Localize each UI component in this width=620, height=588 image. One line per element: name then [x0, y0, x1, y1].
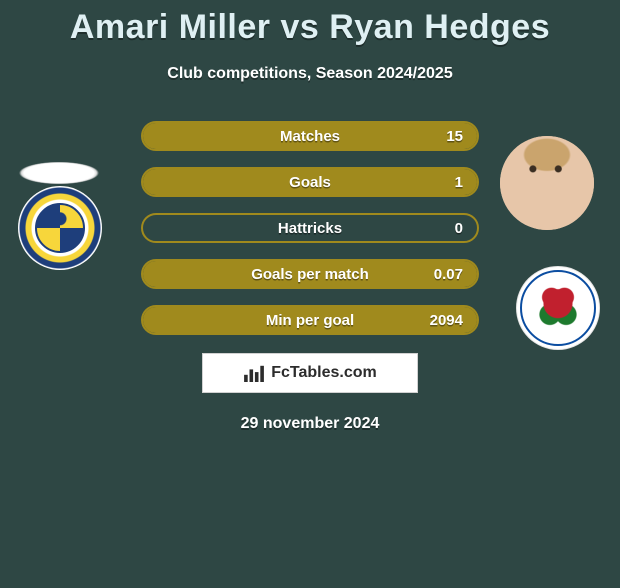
stat-fill [143, 307, 477, 333]
stat-row: Goals1 [141, 167, 479, 197]
watermark-text: FcTables.com [271, 364, 377, 382]
stat-value: 0.07 [434, 266, 463, 283]
stat-value: 2094 [430, 312, 463, 329]
stat-row: Matches15 [141, 121, 479, 151]
player-right-photo [500, 136, 594, 230]
stat-row: Hattricks0 [141, 213, 479, 243]
stat-label: Hattricks [143, 220, 477, 237]
stats-container: Matches15 Goals1 Hattricks0 Goals per match… [141, 121, 479, 335]
club-right-badge [516, 266, 600, 350]
subtitle: Club competitions, Season 2024/2025 [0, 65, 620, 83]
date: 29 november 2024 [0, 415, 620, 433]
stat-fill [143, 261, 477, 287]
watermark: FcTables.com [202, 353, 418, 393]
page-title: Amari Miller vs Ryan Hedges [0, 8, 620, 47]
stat-fill [143, 169, 477, 195]
club-left-badge [18, 186, 102, 270]
stat-row: Min per goal2094 [141, 305, 479, 335]
bars-icon [243, 364, 265, 382]
stat-value: 0 [455, 220, 463, 237]
stat-value: 15 [446, 128, 463, 145]
stat-row: Goals per match0.07 [141, 259, 479, 289]
stat-value: 1 [455, 174, 463, 191]
stat-fill [143, 123, 477, 149]
